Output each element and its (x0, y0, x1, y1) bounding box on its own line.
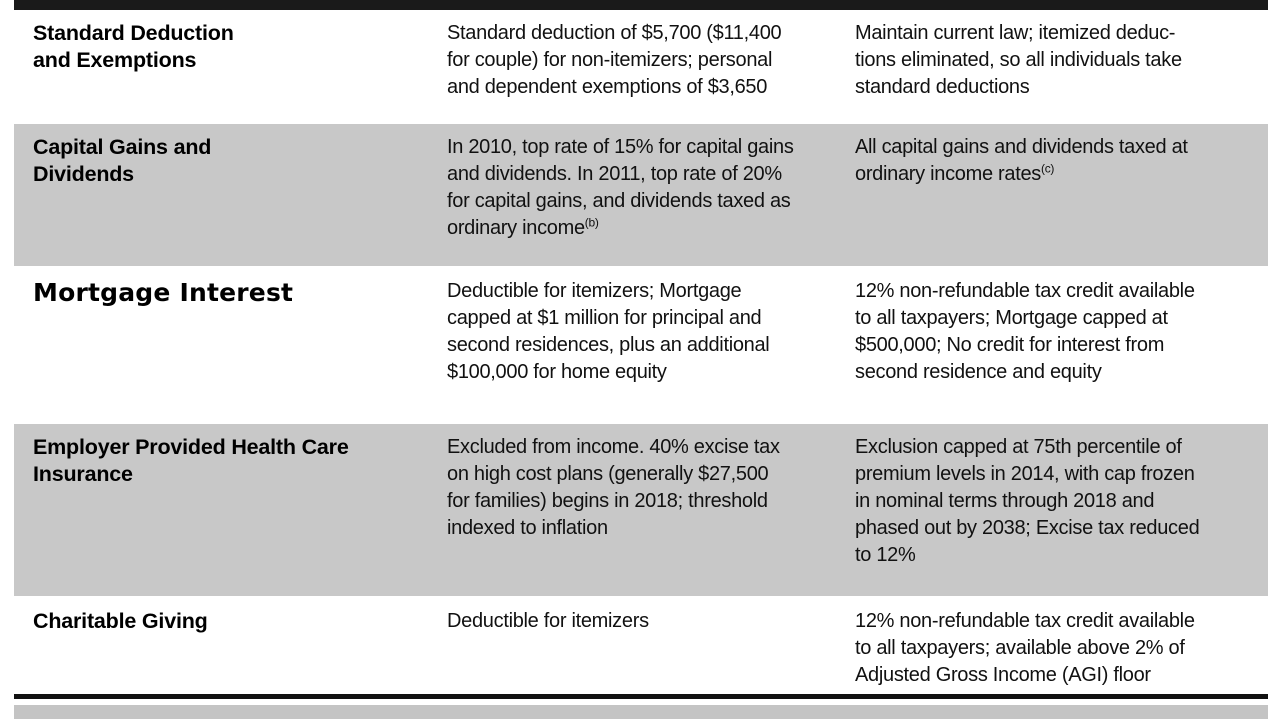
proposal-text: 12% non-refundable tax credit available … (855, 280, 1195, 383)
table-row: Standard Deduction and Exemptions Standa… (14, 10, 1268, 122)
provision-name: Mortgage Interest (33, 278, 294, 307)
footnote-marker: (c) (1041, 161, 1055, 176)
proposal-text: Maintain current law; itemized deduc- ti… (855, 22, 1182, 98)
proposal-text: Exclusion capped at 75th percentile of p… (855, 436, 1200, 566)
current-law-text: In 2010, top rate of 15% for capital gai… (447, 136, 794, 239)
table-row: Charitable Giving Deductible for itemize… (14, 598, 1268, 692)
notes-strip (14, 705, 1268, 719)
table-row: Mortgage Interest Deductible for itemize… (14, 268, 1268, 422)
current-law-cell: In 2010, top rate of 15% for capital gai… (447, 124, 855, 242)
footnote-marker: (b) (584, 215, 599, 230)
current-law-cell: Deductible for itemizers (447, 598, 855, 635)
proposal-cell: 12% non-refundable tax credit available … (855, 598, 1268, 689)
current-law-text: Excluded from income. 40% excise tax on … (447, 436, 780, 539)
tax-provisions-table: Standard Deduction and Exemptions Standa… (14, 0, 1268, 719)
table-row: Capital Gains and Dividends In 2010, top… (14, 122, 1268, 268)
current-law-text: Standard deduction of $5,700 ($11,400 fo… (447, 22, 782, 98)
provision-name: Standard Deduction and Exemptions (33, 21, 234, 72)
proposal-cell: Exclusion capped at 75th percentile of p… (855, 424, 1268, 569)
proposal-cell: All capital gains and dividends taxed at… (855, 124, 1268, 188)
provision-name: Charitable Giving (33, 609, 208, 633)
table-row: Employer Provided Health Care Insurance … (14, 422, 1268, 598)
proposal-text: All capital gains and dividends taxed at… (855, 136, 1188, 185)
proposal-cell: 12% non-refundable tax credit available … (855, 268, 1268, 386)
provision-name: Employer Provided Health Care Insurance (33, 435, 349, 486)
proposal-cell: Maintain current law; itemized deduc- ti… (855, 10, 1268, 101)
current-law-cell: Deductible for itemizers; Mortgage cappe… (447, 268, 855, 386)
current-law-text: Deductible for itemizers; Mortgage cappe… (447, 280, 770, 383)
current-law-cell: Excluded from income. 40% excise tax on … (447, 424, 855, 542)
current-law-cell: Standard deduction of $5,700 ($11,400 fo… (447, 10, 855, 101)
table-bottom-border (14, 694, 1268, 699)
current-law-text: Deductible for itemizers (447, 610, 649, 632)
table-header-bar (14, 0, 1268, 10)
provision-name: Capital Gains and Dividends (33, 135, 212, 186)
proposal-text: 12% non-refundable tax credit available … (855, 610, 1195, 686)
